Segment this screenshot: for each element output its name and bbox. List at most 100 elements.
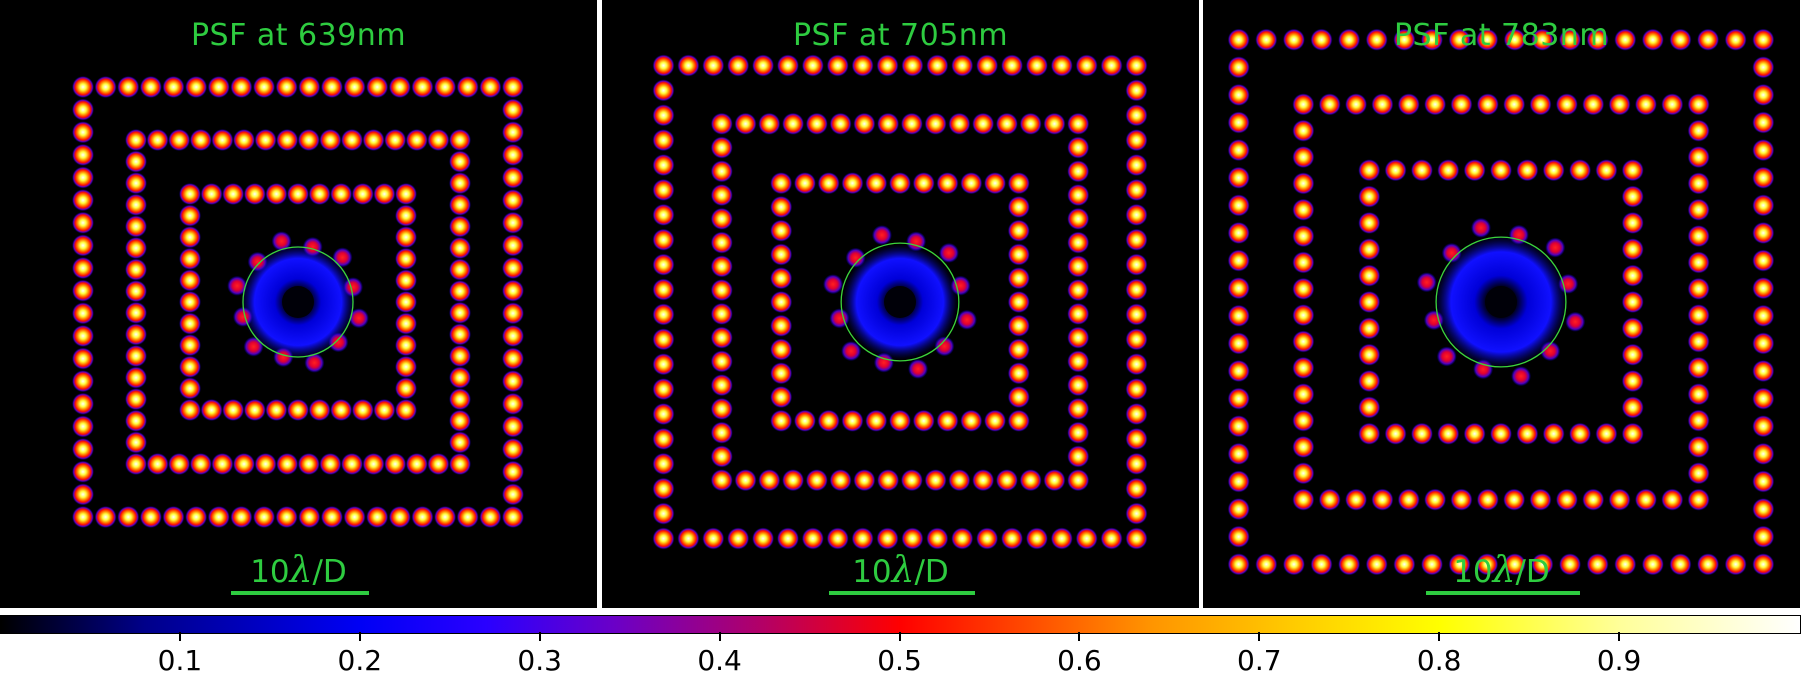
psf-speckle bbox=[1529, 93, 1552, 116]
psf-speckle bbox=[72, 257, 94, 280]
psf-speckle bbox=[1125, 477, 1148, 500]
colorbar bbox=[0, 615, 1801, 634]
psf-speckle bbox=[1724, 553, 1747, 576]
psf-speckle bbox=[652, 278, 675, 301]
psf-speckle bbox=[1125, 129, 1148, 152]
psf-speckle bbox=[845, 247, 866, 268]
psf-speckle bbox=[1476, 28, 1499, 51]
psf-speckle bbox=[343, 506, 366, 528]
psf-speckle bbox=[1540, 341, 1561, 362]
psf-speckle bbox=[972, 469, 995, 492]
psf-speckle bbox=[770, 243, 793, 266]
psf-speckle bbox=[1125, 253, 1148, 276]
psf-speckle bbox=[72, 234, 94, 257]
psf-speckle bbox=[652, 328, 675, 351]
psf-speckle bbox=[1007, 386, 1030, 409]
psf-speckle bbox=[502, 506, 524, 528]
psf-speckle bbox=[652, 477, 675, 500]
psf-speckle bbox=[1416, 272, 1437, 293]
psf-speckle bbox=[652, 104, 675, 127]
psf-speckle bbox=[1621, 343, 1644, 366]
psf-speckle bbox=[1227, 415, 1250, 438]
psf-speckle bbox=[1050, 54, 1073, 77]
psf-speckle bbox=[179, 291, 201, 313]
psf-speckle bbox=[502, 415, 524, 438]
psf-speckle bbox=[710, 374, 733, 397]
psf-speckle bbox=[710, 326, 733, 349]
psf-speckle bbox=[125, 345, 147, 367]
psf-speckle bbox=[995, 112, 1018, 135]
colorbar-tick-label: 0.4 bbox=[697, 644, 742, 677]
psf-speckle bbox=[1621, 317, 1644, 340]
psf-speckle bbox=[456, 506, 479, 528]
psf-speckle bbox=[146, 129, 169, 151]
psf-speckle bbox=[254, 453, 277, 475]
psf-speckle bbox=[1227, 360, 1250, 383]
scale-bar-line bbox=[231, 591, 369, 595]
psf-speckle bbox=[829, 469, 852, 492]
psf-speckle bbox=[1503, 488, 1526, 511]
psf-speckle bbox=[934, 336, 955, 357]
psf-speckle bbox=[1007, 338, 1030, 361]
psf-speckle bbox=[652, 203, 675, 226]
psf-speckle bbox=[1569, 159, 1592, 182]
psf-speckle bbox=[936, 172, 959, 195]
psf-speckle bbox=[395, 204, 417, 227]
psf-speckle bbox=[479, 506, 502, 528]
psf-speckle bbox=[752, 527, 775, 550]
psf-speckle bbox=[710, 184, 733, 207]
psf-speckle bbox=[125, 409, 147, 432]
psf-speckle bbox=[449, 345, 471, 367]
psf-speckle bbox=[652, 502, 675, 525]
dark-hole-circle bbox=[1435, 236, 1567, 368]
psf-speckle bbox=[388, 76, 411, 98]
psf-speckle bbox=[162, 76, 185, 98]
psf-speckle bbox=[782, 112, 805, 135]
psf-speckle bbox=[702, 54, 725, 77]
psf-speckle bbox=[502, 98, 524, 121]
psf-speckle bbox=[72, 279, 94, 302]
psf-speckle bbox=[1441, 242, 1462, 263]
psf-speckle bbox=[1282, 28, 1305, 51]
psf-speckle bbox=[211, 129, 234, 151]
psf-speckle bbox=[1292, 488, 1315, 511]
psf-speckle bbox=[117, 506, 140, 528]
psf-speckle bbox=[1752, 221, 1775, 244]
psf-speckle bbox=[72, 438, 94, 461]
psf-speckle bbox=[1282, 553, 1305, 576]
psf-speckle bbox=[1559, 28, 1582, 51]
psf-speckle bbox=[232, 306, 253, 327]
psf-speckle bbox=[302, 236, 323, 257]
psf-speckle bbox=[405, 453, 428, 475]
psf-speckle bbox=[1318, 488, 1341, 511]
psf-speckle bbox=[1100, 527, 1123, 550]
psf-speckle bbox=[710, 350, 733, 373]
psf-speckle bbox=[956, 309, 977, 330]
psf-speckle bbox=[710, 445, 733, 468]
psf-speckle bbox=[1292, 462, 1315, 485]
psf-speckle bbox=[287, 183, 309, 205]
psf-speckle bbox=[94, 76, 117, 98]
psf-speckle bbox=[710, 231, 733, 254]
psf-speckle bbox=[1227, 304, 1250, 327]
psf-speckle bbox=[1752, 332, 1775, 355]
psf-speckle bbox=[427, 129, 450, 151]
panel-title: PSF at 783nm bbox=[1393, 18, 1610, 53]
colorbar-tick-label: 0.3 bbox=[517, 644, 562, 677]
psf-speckle bbox=[1384, 159, 1407, 182]
psf-speckle bbox=[351, 399, 374, 421]
psf-speckle bbox=[1125, 328, 1148, 351]
psf-speckle bbox=[189, 129, 212, 151]
psf-speckle bbox=[826, 54, 849, 77]
psf-speckle bbox=[1292, 172, 1315, 195]
psf-panel-639nm: PSF at 639nm 10λ/D bbox=[0, 0, 597, 608]
psf-speckle bbox=[1125, 278, 1148, 301]
psf-speckle bbox=[1511, 366, 1532, 387]
colorbar-tick bbox=[178, 632, 181, 641]
psf-speckle bbox=[449, 388, 471, 411]
psf-speckle bbox=[1384, 422, 1407, 445]
psf-speckle bbox=[72, 483, 94, 506]
panel-title: PSF at 705nm bbox=[792, 18, 1009, 53]
psf-speckle bbox=[876, 54, 899, 77]
psf-speckle bbox=[320, 76, 343, 98]
